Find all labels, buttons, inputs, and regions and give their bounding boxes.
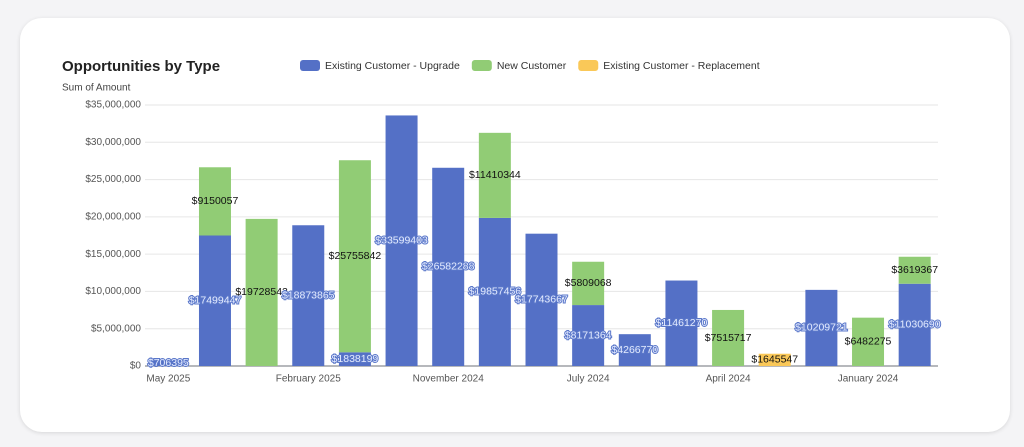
legend-label[interactable]: Existing Customer - Upgrade: [325, 60, 460, 72]
y-tick-label: $25,000,000: [85, 174, 141, 185]
y-tick-label: $20,000,000: [85, 211, 141, 222]
bar-segment: [898, 256, 931, 284]
bar-segment: [152, 360, 185, 366]
data-label: $8171364: [565, 329, 612, 341]
bar-segment: [898, 283, 931, 366]
y-tick-label: $35,000,000: [85, 100, 141, 111]
x-tick-label: April 2024: [706, 374, 751, 385]
legend-swatch[interactable]: [578, 60, 599, 71]
data-label: $19857456: [469, 286, 522, 298]
bar-segment: [572, 305, 605, 366]
bar-segment: [245, 218, 278, 366]
data-label: $3619367: [891, 264, 938, 276]
data-label: $11461270: [656, 317, 708, 329]
data-label: $11410344: [469, 169, 521, 181]
x-tick-label: November 2024: [413, 374, 485, 385]
y-axis-title: Sum of Amount: [62, 83, 131, 94]
data-label: $25755842: [329, 250, 382, 262]
data-label: $33599403: [375, 235, 428, 247]
y-tick-label: $5,000,000: [91, 323, 141, 334]
bar-segment: [805, 289, 838, 366]
x-tick-label: July 2024: [567, 374, 610, 385]
x-tick-label: January 2024: [838, 374, 899, 385]
card: [20, 18, 1010, 432]
bar-segment: [758, 353, 791, 366]
bar-segment: [618, 334, 651, 366]
bar-segment: [385, 115, 418, 366]
data-label: $706395: [148, 357, 189, 369]
bar-segment: [198, 235, 231, 366]
bar-segment: [432, 167, 465, 366]
bar-segment: [478, 132, 511, 218]
legend-swatch[interactable]: [471, 60, 492, 71]
y-tick-label: $10,000,000: [85, 286, 141, 297]
bar-segment: [292, 225, 325, 366]
bar-segment: [665, 280, 698, 366]
data-label: $18873865: [282, 289, 335, 301]
data-label: $19728542: [235, 286, 288, 298]
bar-segment: [712, 309, 745, 366]
data-label: $17743667: [515, 294, 568, 306]
bar-segment: [572, 261, 605, 306]
data-label: $7515717: [705, 332, 752, 344]
data-label: $10209721: [795, 322, 848, 334]
legend-label[interactable]: New Customer: [497, 60, 567, 72]
data-label: $5809068: [565, 277, 612, 289]
data-label: $17499447: [189, 295, 242, 307]
data-label: $11030690: [889, 319, 941, 331]
data-label: $1645547: [751, 354, 798, 366]
bar-segment: [338, 352, 371, 366]
data-label: $26582288: [422, 261, 475, 273]
data-label: $1838199: [332, 353, 379, 365]
data-label: $6482275: [845, 336, 892, 348]
legend-label[interactable]: Existing Customer - Replacement: [603, 60, 759, 72]
bar-segment: [198, 167, 231, 236]
y-tick-label: $0: [130, 361, 142, 372]
legend-swatch[interactable]: [300, 60, 320, 71]
x-tick-label: February 2025: [276, 374, 341, 385]
bar-segment: [525, 233, 558, 366]
chart-title: Opportunities by Type: [62, 58, 220, 75]
x-tick-label: May 2025: [146, 374, 190, 385]
bar-segment: [338, 160, 371, 353]
y-tick-label: $30,000,000: [85, 137, 141, 148]
bar-segment: [478, 217, 511, 366]
bar-segment: [852, 317, 885, 366]
data-label: $4266770: [611, 344, 658, 356]
data-label: $9150057: [192, 195, 239, 207]
y-tick-label: $15,000,000: [85, 249, 141, 260]
